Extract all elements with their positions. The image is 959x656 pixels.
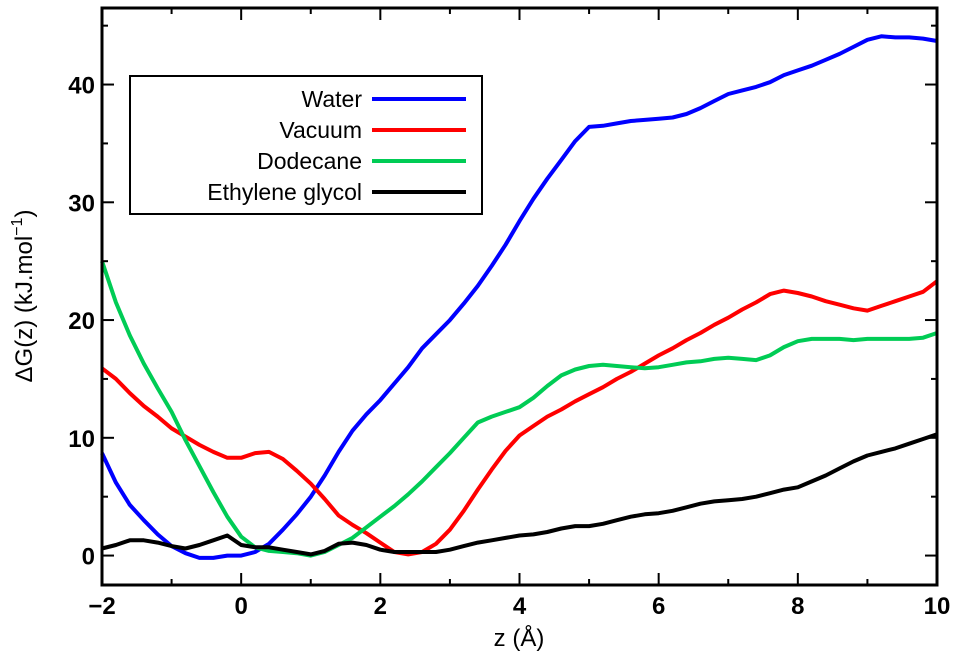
legend-items: Water Vacuum Dodecane Ethylene glycol <box>207 86 466 205</box>
legend-label-1: Vacuum <box>279 117 362 143</box>
series-line-0 <box>100 34 938 560</box>
y-tick-label: 40 <box>68 73 95 100</box>
x-tick-label: 2 <box>374 593 387 620</box>
series-line-3 <box>101 432 938 557</box>
y-tick-label: 0 <box>82 544 95 571</box>
x-tick-label: 10 <box>924 593 951 620</box>
x-tick-label: −2 <box>88 593 115 620</box>
x-tick-label: 4 <box>513 593 527 620</box>
axis-ticks <box>101 8 938 585</box>
y-axis-label-close: ) <box>11 210 38 218</box>
x-tick-labels: −2 0 2 4 6 8 10 <box>88 593 950 620</box>
y-axis-label: ΔG(z) (kJ.mol−1) <box>9 210 38 383</box>
y-tick-label: 20 <box>68 308 95 335</box>
legend-label-2: Dodecane <box>257 148 362 174</box>
series-layer <box>100 34 939 560</box>
x-tick-label: 8 <box>791 593 804 620</box>
x-tick-label: 0 <box>234 593 247 620</box>
series-line-1 <box>100 279 939 557</box>
y-tick-label: 30 <box>68 190 95 217</box>
y-tick-labels: 0 10 20 30 40 <box>68 73 95 571</box>
series-line-2 <box>100 260 938 558</box>
x-axis-label: z (Å) <box>494 624 545 652</box>
x-tick-label: 6 <box>652 593 665 620</box>
y-axis-label-superscript: −1 <box>9 217 26 235</box>
legend-label-3: Ethylene glycol <box>207 179 362 205</box>
y-axis-label-main: ΔG(z) (kJ.mol <box>11 236 38 383</box>
legend: Water Vacuum Dodecane Ethylene glycol <box>129 75 483 215</box>
legend-label-0: Water <box>302 86 363 112</box>
y-tick-label: 10 <box>68 426 95 453</box>
